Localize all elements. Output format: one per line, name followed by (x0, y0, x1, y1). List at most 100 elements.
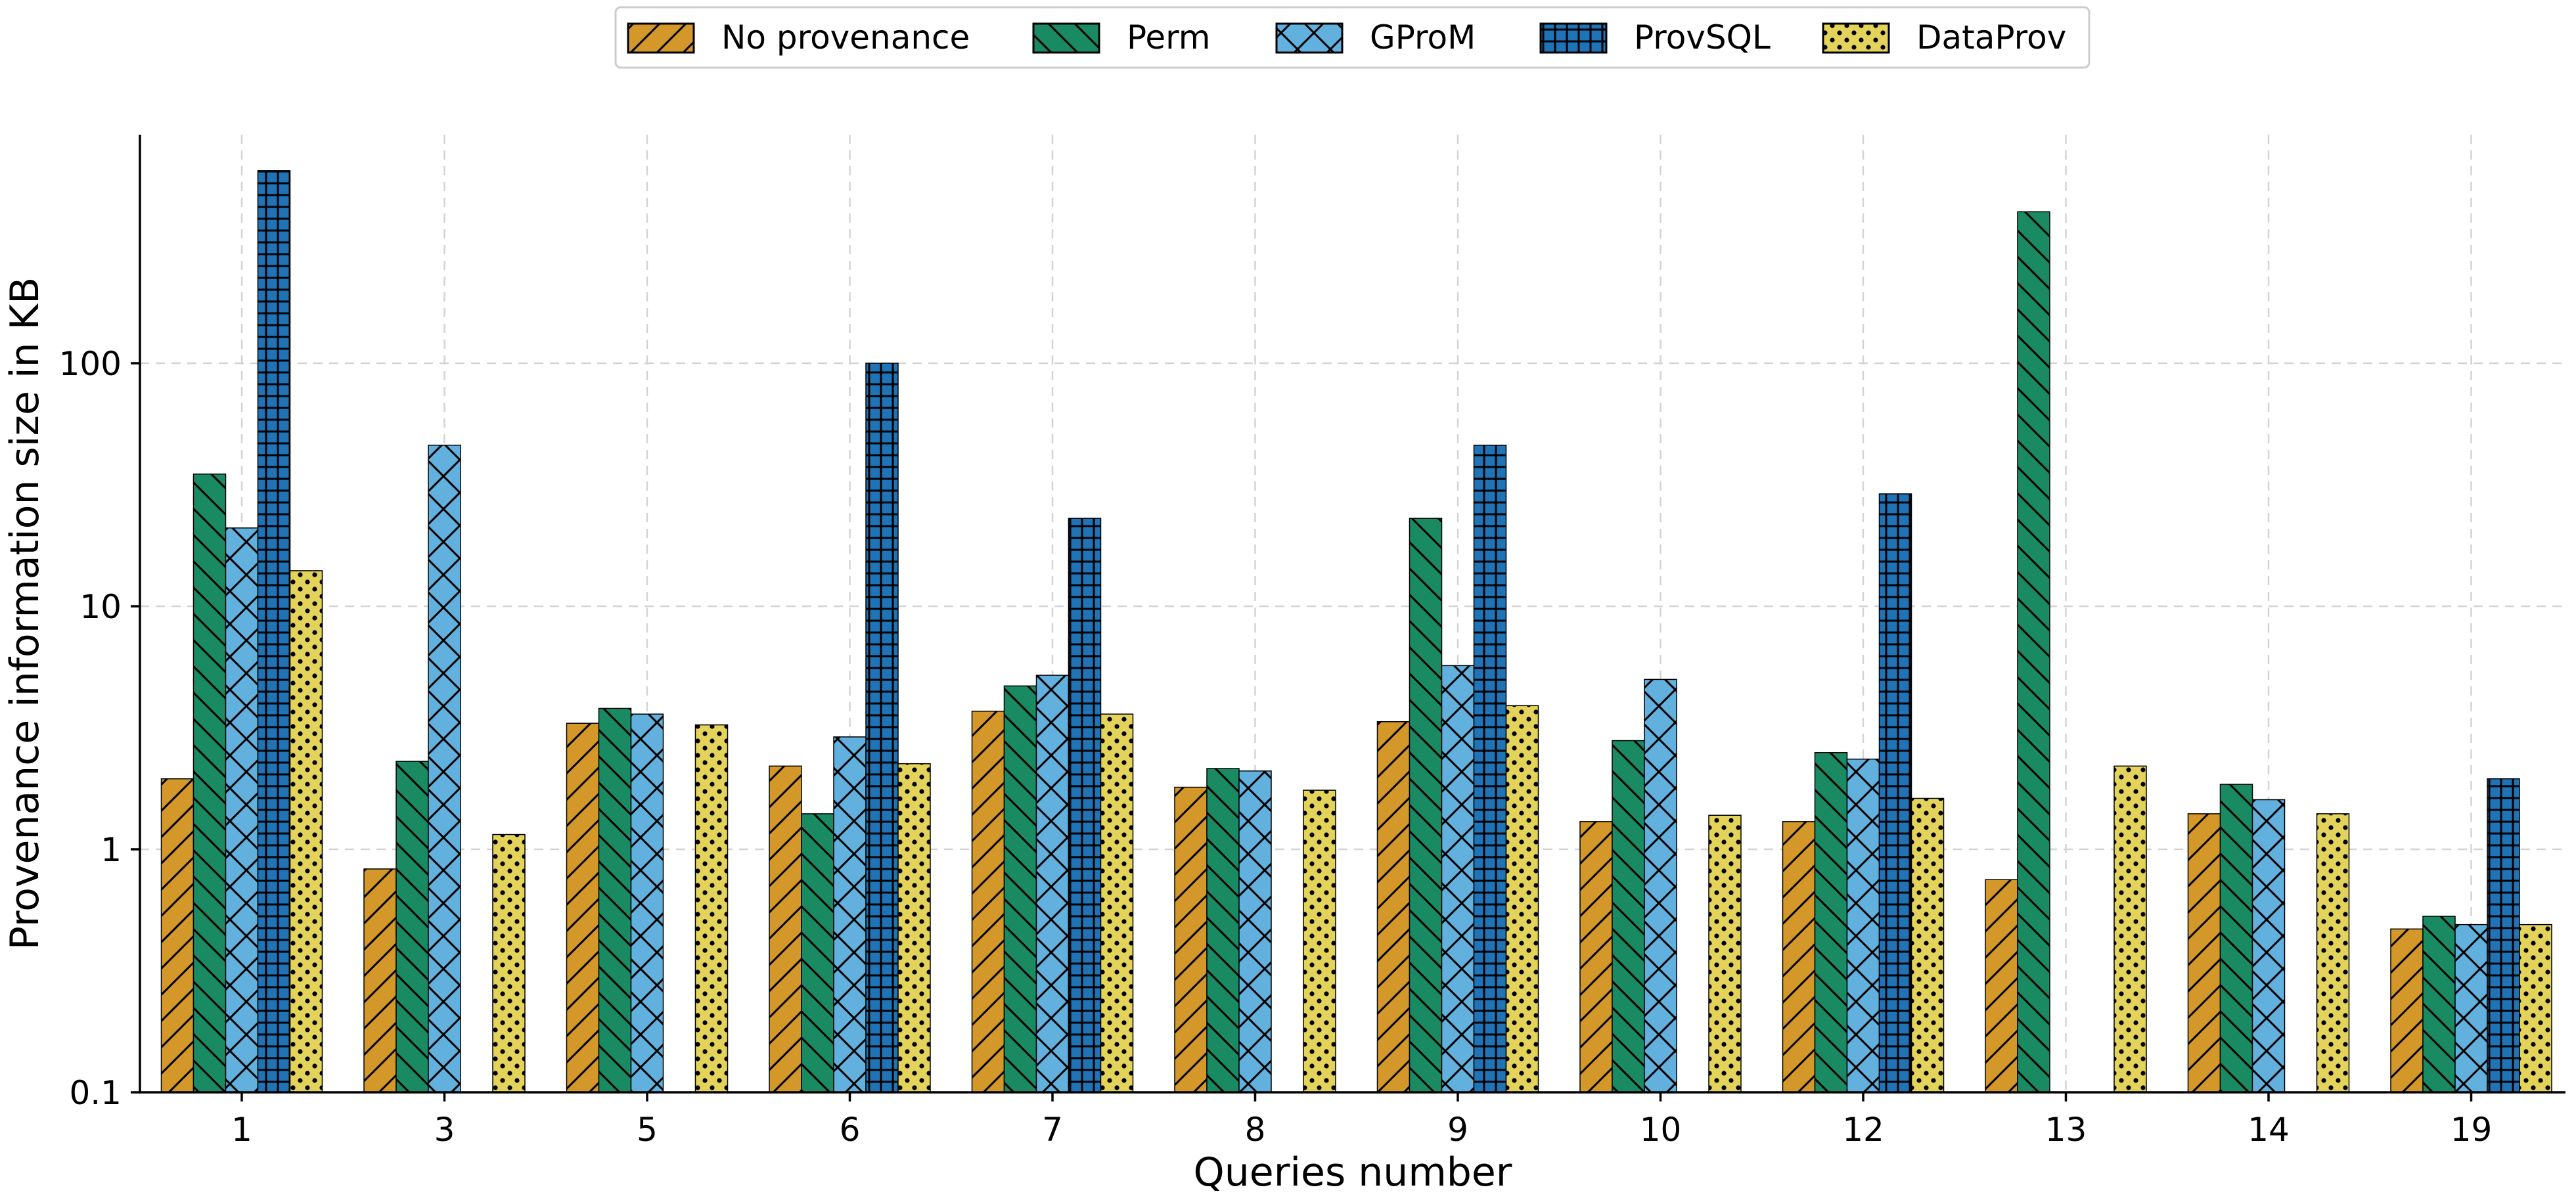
bar (865, 363, 899, 1093)
bar-hatch (1376, 721, 1411, 1093)
bar-hatch (395, 761, 429, 1093)
bar-hatch (428, 445, 461, 1093)
bar-hatch (1910, 797, 1945, 1093)
bar-hatch (2519, 924, 2552, 1093)
bar (769, 765, 802, 1093)
bars (160, 170, 2552, 1093)
bar-hatch (160, 778, 194, 1093)
bar-hatch (492, 834, 526, 1093)
bar (1303, 790, 1336, 1093)
legend-frame (614, 6, 2090, 69)
bar-hatch (598, 707, 632, 1093)
legend-swatch-hatch (1032, 22, 1100, 54)
bar (2251, 799, 2286, 1093)
bar-hatch (694, 724, 729, 1093)
bar-hatch (2113, 765, 2147, 1093)
bar (160, 778, 194, 1093)
y-tick-label: 0.1 (69, 1074, 122, 1112)
bar-hatch (2487, 778, 2520, 1093)
bar-hatch (2187, 813, 2221, 1093)
bar (1003, 685, 1037, 1093)
bar-hatch (1174, 786, 1208, 1093)
legend-entry: ProvSQL (1539, 18, 1771, 56)
bar (897, 763, 931, 1093)
bar (492, 834, 526, 1093)
bar-hatch (1441, 665, 1475, 1093)
x-tick-label: 5 (637, 1111, 658, 1149)
bar-hatch (630, 713, 664, 1093)
bar (2187, 813, 2221, 1093)
legend: No provenance Perm GProM ProvSQL DataProv (614, 6, 2090, 69)
bar (1068, 518, 1102, 1093)
bar (2017, 211, 2050, 1093)
bar (192, 473, 227, 1093)
x-tick-label: 9 (1447, 1111, 1468, 1149)
bar-hatch (1068, 518, 1102, 1093)
bar-hatch (2454, 924, 2488, 1093)
bar (1910, 797, 1945, 1093)
bar-hatch (225, 527, 259, 1093)
y-tick-label: 1 (101, 831, 122, 869)
bar (1612, 740, 1645, 1093)
x-tick-label: 19 (2451, 1111, 2493, 1149)
bar (2113, 765, 2147, 1093)
bar (1878, 493, 1912, 1093)
bar (2422, 916, 2456, 1093)
bar-hatch (1985, 879, 2018, 1093)
bar (1441, 665, 1475, 1093)
bar-hatch (2251, 799, 2286, 1093)
bar-hatch (2219, 784, 2253, 1093)
bar-hatch (801, 813, 834, 1093)
x-ticks: 1 3 5 6 7 8 9 10 12 13 14 19 (231, 1092, 2492, 1149)
bar (1238, 770, 1272, 1093)
bar-hatch (363, 868, 397, 1093)
bar (971, 711, 1005, 1093)
bar (395, 761, 429, 1093)
legend-entry: No provenance (627, 18, 970, 56)
legend-entry: GProM (1275, 18, 1476, 56)
bar (1174, 786, 1208, 1093)
bar-hatch (2390, 928, 2424, 1093)
bar-hatch (192, 473, 227, 1093)
bar (833, 736, 867, 1093)
bar (225, 527, 259, 1093)
bar (1409, 518, 1443, 1093)
bar (1782, 821, 1816, 1093)
bar (630, 713, 664, 1093)
x-tick-label: 13 (2045, 1111, 2087, 1149)
bar-hatch (1644, 679, 1677, 1093)
bar (801, 813, 834, 1093)
bar-hatch (1473, 445, 1507, 1093)
bar-hatch (1238, 770, 1272, 1093)
x-tick-label: 7 (1042, 1111, 1063, 1149)
legend-swatch-hatch (1275, 22, 1344, 54)
bar (1985, 879, 2018, 1093)
bar (2316, 813, 2350, 1093)
bar (598, 707, 632, 1093)
bar (2519, 924, 2552, 1093)
bar (2454, 924, 2488, 1093)
bar (257, 170, 291, 1093)
bar-hatch (257, 170, 291, 1093)
x-tick-label: 8 (1245, 1111, 1266, 1149)
x-tick-label: 10 (1640, 1111, 1682, 1149)
x-tick-label: 14 (2248, 1111, 2290, 1149)
bar-hatch (1035, 675, 1070, 1093)
legend-label: Perm (1127, 18, 1211, 56)
bar-hatch (1579, 821, 1613, 1093)
bar-hatch (289, 570, 323, 1093)
bar (289, 570, 323, 1093)
legend-entry: DataProv (1822, 18, 2066, 56)
bar-hatch (833, 736, 867, 1093)
bar (2219, 784, 2253, 1093)
legend-entry: Perm (1032, 18, 1211, 56)
legend-label: No provenance (721, 18, 970, 56)
x-tick-label: 3 (434, 1111, 455, 1149)
bar-hatch (1003, 685, 1037, 1093)
bar-hatch (1206, 768, 1240, 1093)
legend-label: DataProv (1916, 18, 2066, 56)
x-axis-label: Queries number (1194, 1149, 1512, 1195)
bar (1644, 679, 1677, 1093)
x-tick-label: 1 (231, 1111, 252, 1149)
bar (1376, 721, 1411, 1093)
